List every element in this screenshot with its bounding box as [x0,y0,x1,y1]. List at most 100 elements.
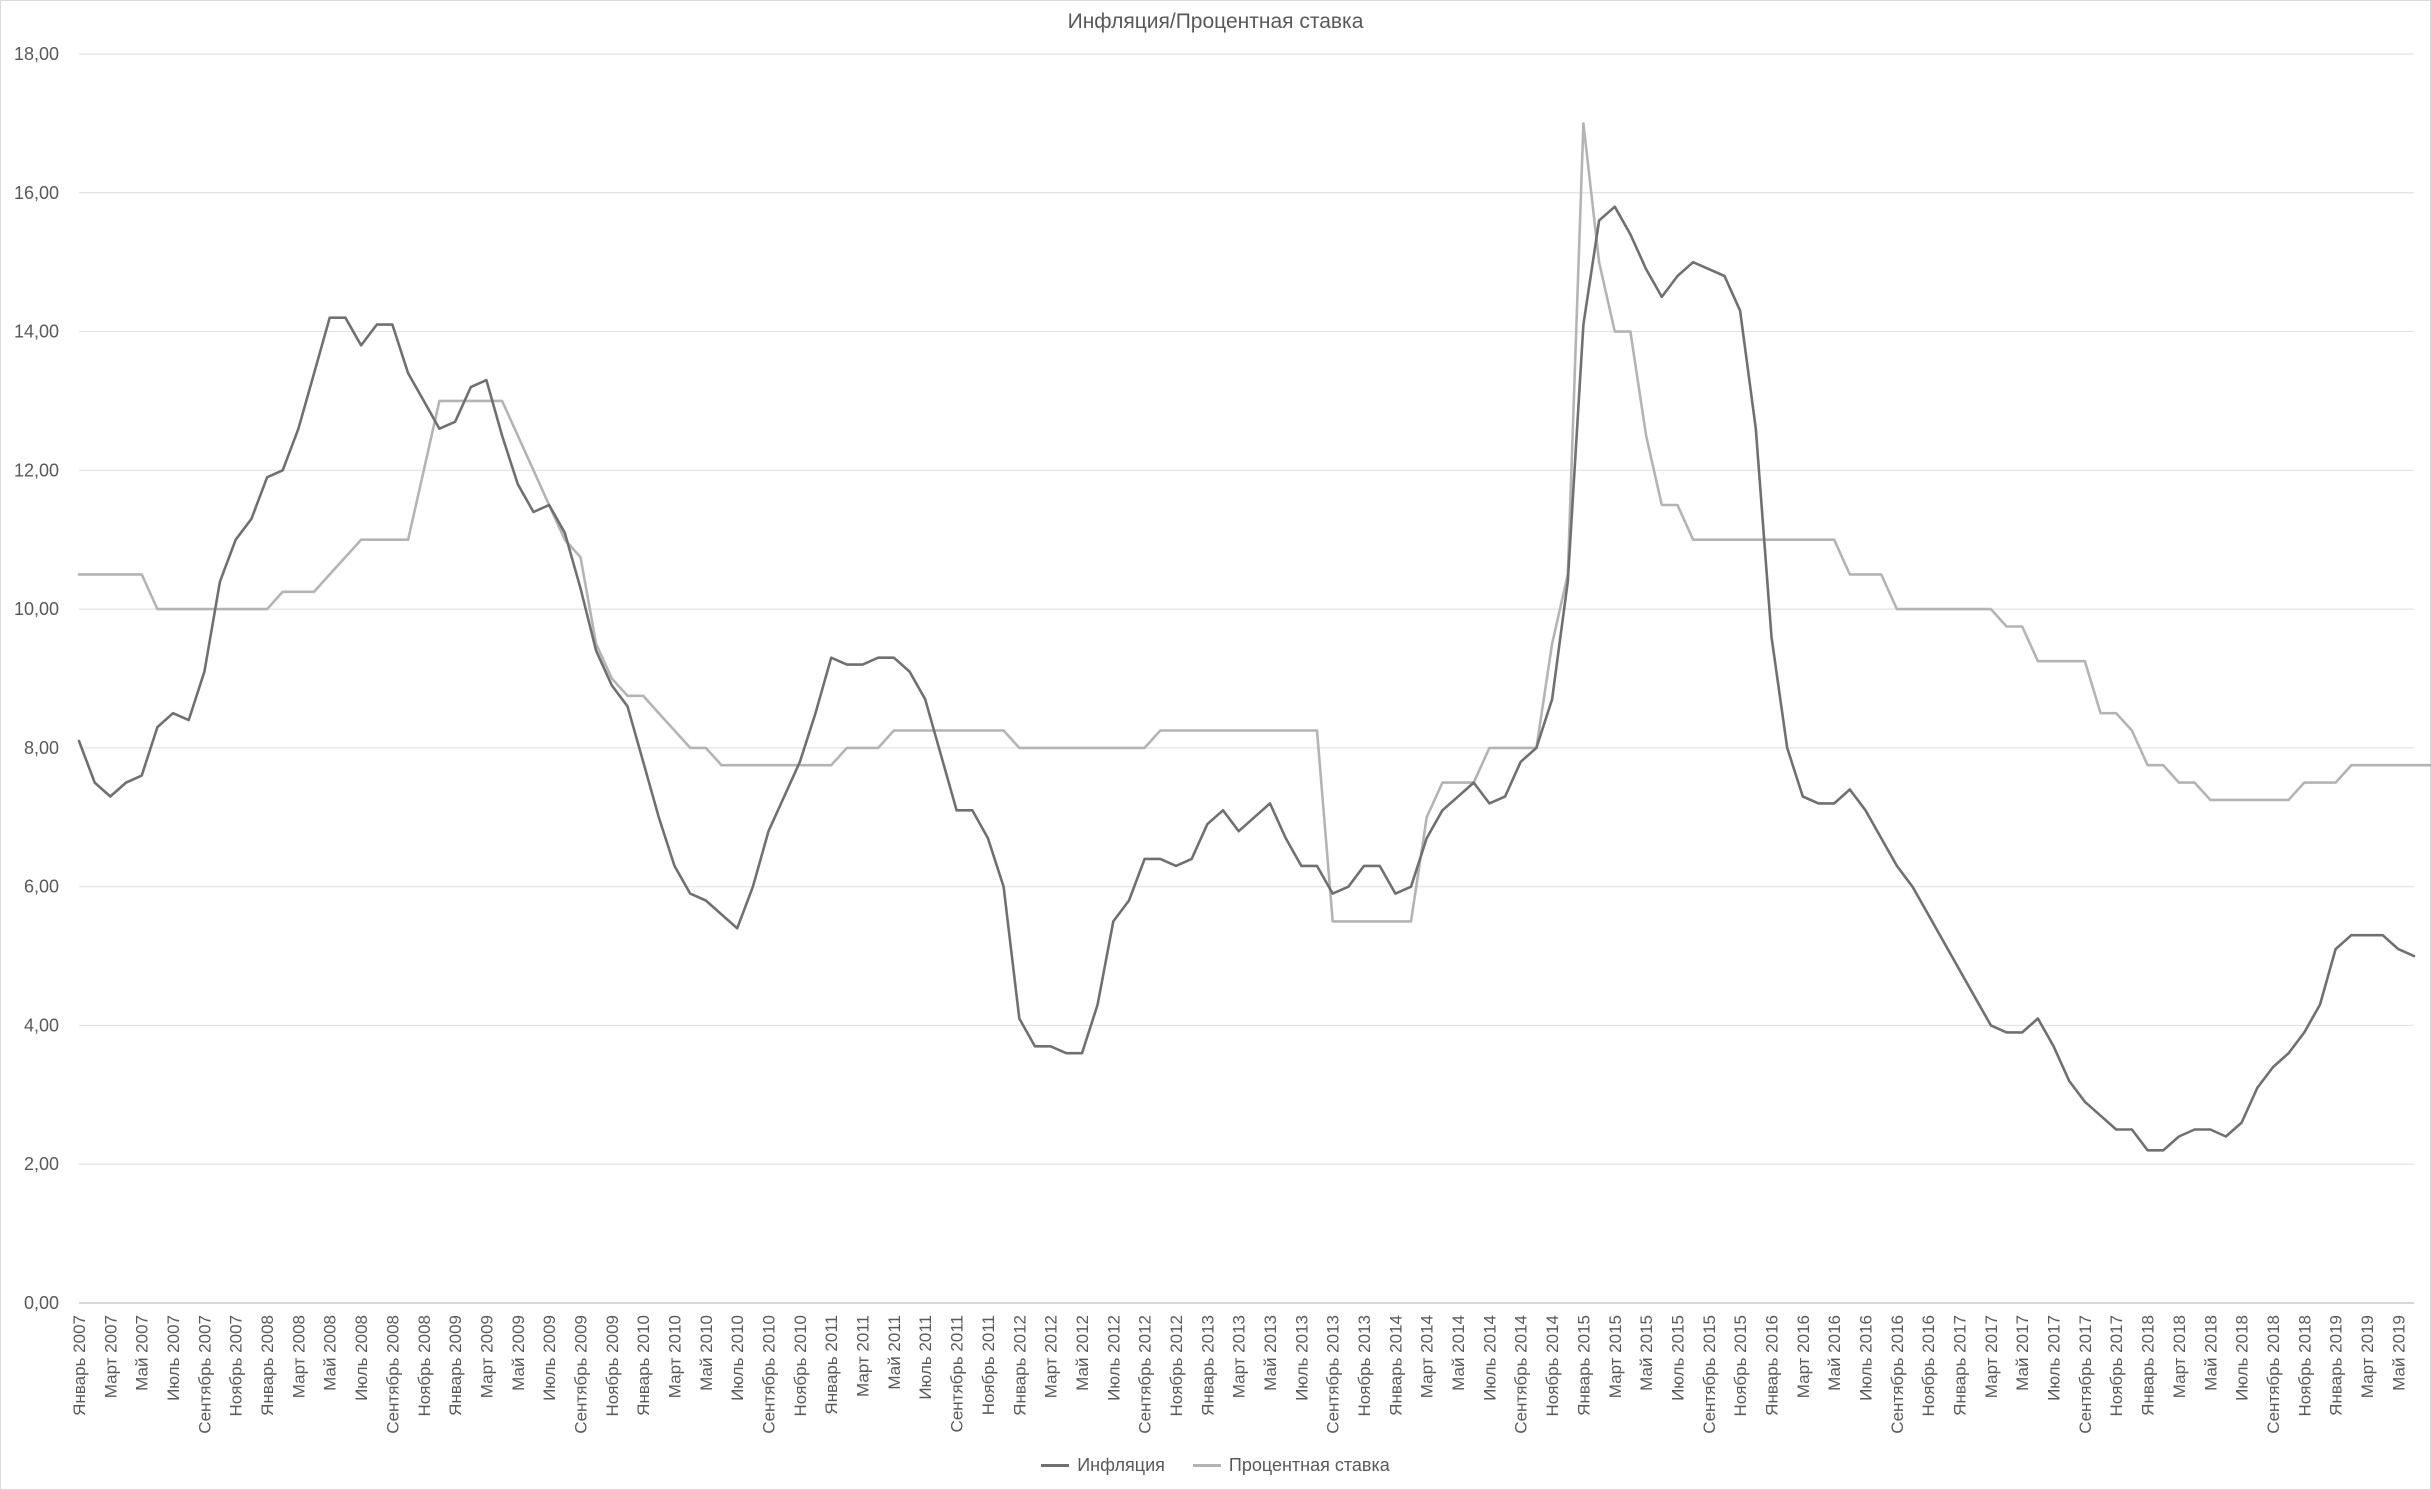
x-tick-label: Июль 2013 [1292,1315,1311,1401]
x-tick-label: Сентябрь 2017 [2076,1315,2095,1434]
x-tick-label: Сентябрь 2009 [571,1315,590,1434]
x-tick-label: Май 2007 [133,1315,152,1391]
series-line-interest-rate [77,122,2431,923]
y-tick-label: 12,00 [14,460,59,480]
legend-item-interest-rate: Процентная ставка [1192,1455,1390,1476]
x-tick-label: Март 2016 [1794,1315,1813,1398]
legend-item-inflation: Инфляция [1041,1455,1165,1476]
x-tick-label: Ноябрь 2011 [979,1315,998,1415]
x-tick-label: Июль 2009 [540,1315,559,1401]
x-tick-label: Июль 2018 [2233,1315,2252,1401]
x-tick-label: Январь 2013 [1198,1315,1217,1416]
x-tick-label: Сентябрь 2016 [1888,1315,1907,1434]
x-tick-label: Июль 2007 [164,1315,183,1401]
x-tick-label: Март 2007 [101,1315,120,1398]
x-tick-label: Январь 2019 [2327,1315,2346,1416]
x-tick-label: Ноябрь 2009 [603,1315,622,1417]
y-tick-label: 8,00 [24,738,59,758]
series-line-inflation [77,205,2416,1152]
x-tick-label: Март 2014 [1418,1315,1437,1398]
x-tick-label: Ноябрь 2013 [1355,1315,1374,1417]
x-tick-label: Январь 2007 [70,1315,89,1416]
x-tick-label: Январь 2009 [446,1315,465,1416]
x-tick-label: Ноябрь 2015 [1731,1315,1750,1417]
x-tick-label: Май 2018 [2201,1315,2220,1391]
legend-swatch-interest-rate [1192,1464,1221,1467]
x-tick-label: Март 2011 [854,1315,873,1397]
x-tick-label: Март 2013 [1230,1315,1249,1398]
data-series [77,122,2431,1152]
x-tick-label: Июль 2010 [728,1315,747,1401]
y-tick-label: 2,00 [24,1154,59,1174]
x-tick-label: Март 2015 [1606,1315,1625,1398]
x-tick-label: Май 2017 [2013,1315,2032,1391]
x-tick-label: Сентябрь 2012 [1136,1315,1155,1434]
x-tick-label: Январь 2017 [1951,1315,1970,1416]
x-tick-label: Ноябрь 2012 [1167,1315,1186,1417]
x-tick-label: Январь 2010 [634,1315,653,1416]
x-tick-label: Сентябрь 2018 [2264,1315,2283,1434]
x-tick-label: Сентябрь 2014 [1512,1315,1531,1434]
x-tick-label: Май 2008 [321,1315,340,1391]
x-tick-label: Январь 2012 [1010,1315,1029,1416]
x-tick-label: Январь 2011 [822,1315,841,1415]
legend-label-interest-rate: Процентная ставка [1228,1455,1390,1475]
x-tick-label: Сентябрь 2015 [1700,1315,1719,1434]
x-tick-label: Сентябрь 2007 [195,1315,214,1434]
x-tick-label: Ноябрь 2017 [2107,1315,2126,1417]
x-tick-label: Сентябрь 2008 [383,1315,402,1434]
x-tick-label: Июль 2017 [2045,1315,2064,1401]
x-tick-label: Май 2013 [1261,1315,1280,1391]
x-tick-label: Ноябрь 2007 [227,1315,246,1417]
x-tick-label: Июль 2014 [1480,1315,1499,1401]
x-tick-label: Сентябрь 2013 [1324,1315,1343,1434]
x-tick-label: Май 2015 [1637,1315,1656,1391]
x-tick-label: Май 2009 [509,1315,528,1391]
x-tick-label: Май 2016 [1825,1315,1844,1391]
x-tick-label: Ноябрь 2018 [2295,1315,2314,1417]
x-tick-label: Июль 2012 [1104,1315,1123,1401]
x-tick-label: Январь 2016 [1762,1315,1781,1416]
x-tick-label: Май 2014 [1449,1315,1468,1391]
x-tick-label: Сентябрь 2011 [948,1315,967,1432]
legend: Инфляция Процентная ставка [0,1455,2431,1476]
x-tick-label: Сентябрь 2010 [760,1315,779,1434]
chart-title: Инфляция/Процентная ставка [1067,10,1364,33]
x-tick-label: Ноябрь 2008 [415,1315,434,1417]
y-tick-label: 10,00 [14,599,59,619]
x-tick-label: Май 2010 [697,1315,716,1391]
x-tick-label: Январь 2014 [1386,1315,1405,1416]
y-tick-label: 18,00 [14,44,59,64]
x-tick-label: Март 2009 [477,1315,496,1398]
x-tick-label: Ноябрь 2014 [1543,1315,1562,1417]
x-tick-label: Январь 2008 [258,1315,277,1416]
x-tick-label: Май 2012 [1073,1315,1092,1391]
x-tick-label: Май 2011 [885,1315,904,1390]
x-tick-label: Июль 2008 [352,1315,371,1401]
y-tick-label: 16,00 [14,183,59,203]
legend-label-inflation: Инфляция [1077,1455,1165,1475]
y-tick-label: 6,00 [24,877,59,897]
x-tick-label: Март 2012 [1042,1315,1061,1398]
gridlines [79,53,2414,1304]
x-tick-label: Март 2017 [1982,1315,2001,1398]
x-axis-tick-labels: Январь 2007 Март 2007 Май 2007 Июль 2007 Сен… [70,1315,2408,1434]
x-tick-label: Май 2019 [2389,1315,2408,1391]
x-tick-label: Ноябрь 2010 [791,1315,810,1417]
y-tick-label: 4,00 [24,1015,59,1035]
x-tick-label: Январь 2018 [2139,1315,2158,1416]
x-tick-label: Январь 2015 [1574,1315,1593,1416]
x-tick-label: Март 2008 [289,1315,308,1398]
x-tick-label: Март 2018 [2170,1315,2189,1398]
x-tick-label: Июль 2011 [916,1315,935,1400]
y-tick-label: 14,00 [14,322,59,342]
x-tick-label: Ноябрь 2016 [1919,1315,1938,1417]
x-tick-label: Март 2019 [2358,1315,2377,1398]
x-tick-label: Июль 2015 [1668,1315,1687,1401]
y-tick-label: 0,00 [24,1293,59,1313]
legend-swatch-inflation [1041,1464,1070,1467]
x-tick-label: Июль 2016 [1857,1315,1876,1401]
x-tick-label: Март 2010 [666,1315,685,1398]
